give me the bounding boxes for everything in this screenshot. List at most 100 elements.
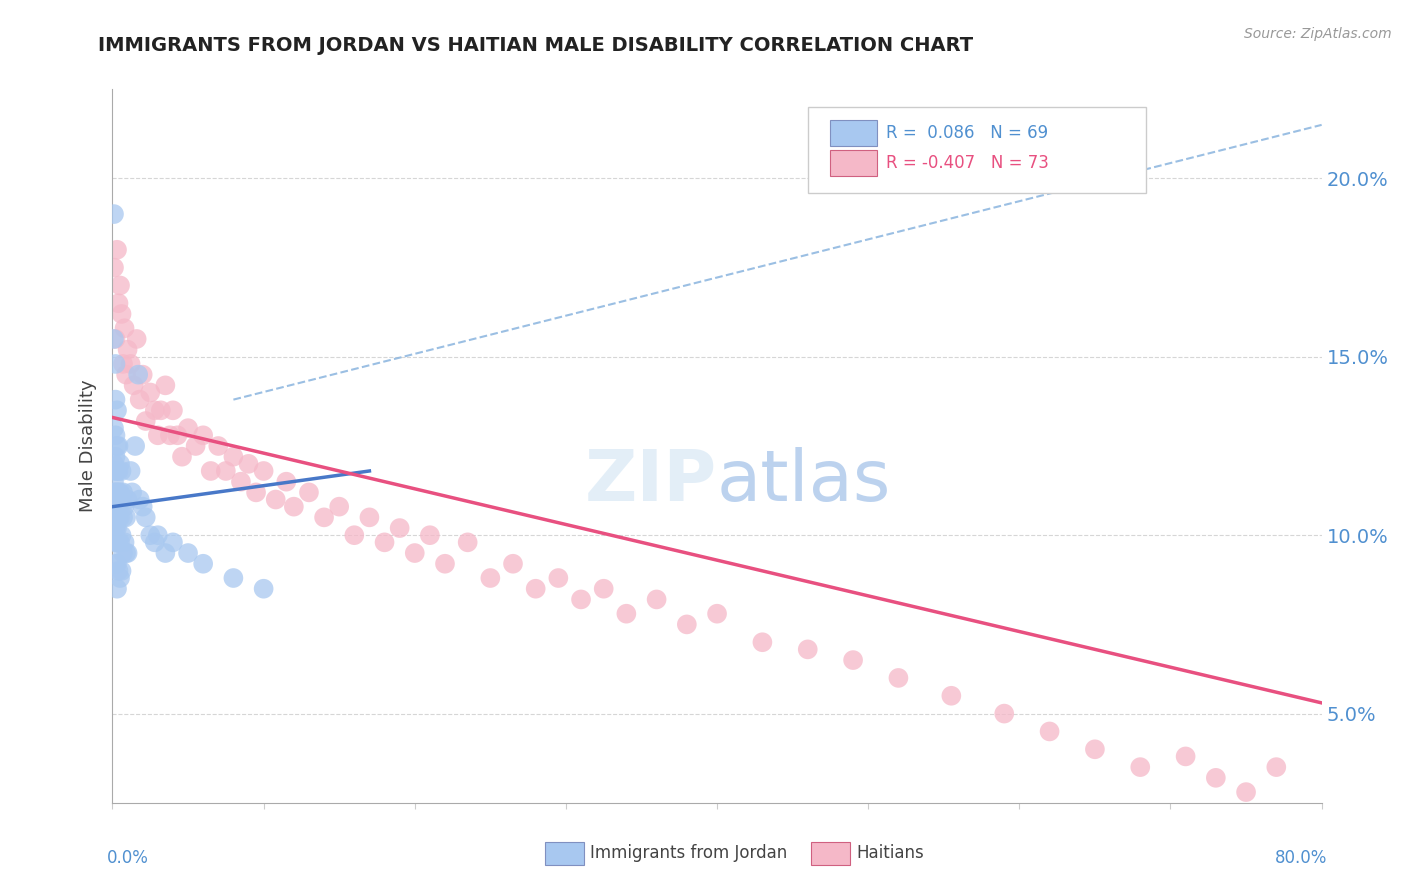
Point — [110, 464, 132, 478]
Point — [105, 485, 128, 500]
Point — [104, 521, 127, 535]
Point — [569, 592, 592, 607]
Point — [108, 535, 131, 549]
Point — [104, 450, 127, 464]
Point — [115, 546, 138, 560]
Point — [124, 439, 146, 453]
Text: 0.0%: 0.0% — [107, 849, 148, 867]
Point — [104, 464, 127, 478]
Point — [1265, 760, 1288, 774]
Point — [222, 571, 245, 585]
Point — [103, 510, 125, 524]
Point — [1174, 749, 1197, 764]
Point — [328, 500, 350, 514]
Point — [112, 510, 135, 524]
Point — [105, 439, 128, 453]
Point — [104, 357, 127, 371]
Point — [177, 421, 200, 435]
Point — [110, 528, 132, 542]
Point — [359, 510, 381, 524]
Point — [105, 557, 128, 571]
Point — [107, 564, 129, 578]
Point — [104, 428, 127, 442]
Point — [125, 332, 148, 346]
FancyBboxPatch shape — [811, 842, 851, 865]
Point — [108, 571, 131, 585]
Point — [155, 378, 177, 392]
Point — [122, 378, 145, 392]
Point — [103, 492, 125, 507]
Point — [298, 485, 321, 500]
Point — [457, 535, 479, 549]
Point — [645, 592, 668, 607]
FancyBboxPatch shape — [807, 107, 1146, 193]
Point — [253, 464, 276, 478]
Point — [433, 557, 456, 571]
Point — [103, 475, 125, 489]
Point — [103, 332, 125, 346]
Point — [229, 475, 252, 489]
Point — [108, 510, 131, 524]
Point — [245, 485, 267, 500]
Point — [104, 535, 127, 549]
Point — [128, 392, 150, 407]
Point — [114, 535, 136, 549]
Point — [143, 535, 166, 549]
Text: 80.0%: 80.0% — [1275, 849, 1327, 867]
Point — [105, 500, 128, 514]
Point — [110, 492, 132, 507]
Point — [103, 528, 125, 542]
Point — [127, 368, 149, 382]
FancyBboxPatch shape — [830, 120, 877, 145]
Point — [162, 403, 184, 417]
Point — [115, 510, 138, 524]
Point — [139, 528, 162, 542]
Point — [547, 571, 569, 585]
Point — [108, 485, 131, 500]
Point — [132, 500, 155, 514]
Point — [105, 535, 128, 549]
Point — [117, 343, 139, 357]
Point — [1234, 785, 1257, 799]
Point — [128, 492, 150, 507]
Point — [105, 464, 128, 478]
Point — [114, 321, 136, 335]
Point — [479, 571, 502, 585]
Point — [524, 582, 547, 596]
Point — [139, 385, 162, 400]
Point — [108, 278, 131, 293]
Point — [108, 457, 131, 471]
Point — [993, 706, 1015, 721]
Point — [135, 510, 157, 524]
Point — [146, 428, 169, 442]
Y-axis label: Male Disability: Male Disability — [79, 380, 97, 512]
Point — [177, 546, 200, 560]
Point — [146, 528, 169, 542]
Point — [1038, 724, 1062, 739]
Point — [117, 546, 139, 560]
Point — [112, 485, 135, 500]
Point — [104, 485, 127, 500]
Point — [222, 450, 245, 464]
Point — [110, 564, 132, 578]
Point — [143, 403, 166, 417]
Point — [105, 403, 128, 417]
Point — [253, 582, 276, 596]
Point — [103, 457, 125, 471]
Point — [105, 243, 128, 257]
Point — [191, 428, 214, 442]
Point — [941, 689, 963, 703]
Point — [103, 485, 125, 500]
Point — [162, 535, 184, 549]
Point — [103, 207, 125, 221]
Point — [132, 368, 155, 382]
Point — [103, 260, 125, 275]
Point — [104, 392, 127, 407]
Point — [107, 535, 129, 549]
Point — [200, 464, 222, 478]
Point — [107, 296, 129, 310]
Point — [155, 546, 177, 560]
Point — [166, 428, 188, 442]
Text: ZIP: ZIP — [585, 447, 717, 516]
Text: Haitians: Haitians — [856, 845, 924, 863]
